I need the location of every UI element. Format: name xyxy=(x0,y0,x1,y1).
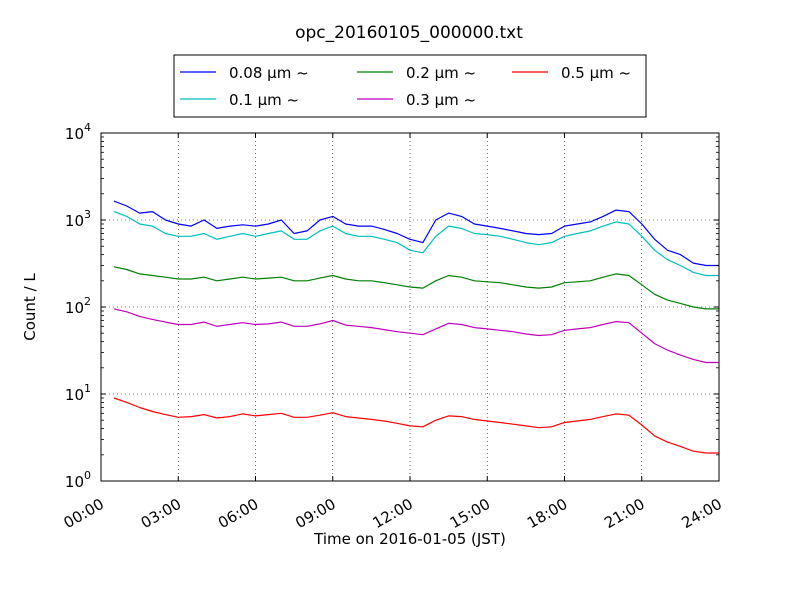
series-line-3 xyxy=(113,308,719,364)
chart-title: opc_20160105_000000.txt xyxy=(295,23,523,43)
legend-label-4: 0.5 μm ~ xyxy=(561,64,631,82)
legend-label-3: 0.3 μm ~ xyxy=(406,91,476,109)
series-line-1 xyxy=(113,211,719,277)
x-axis-label: Time on 2016-01-05 (JST) xyxy=(313,530,506,548)
x-tick-label-8: 24:00 xyxy=(679,495,725,532)
x-tick-label-0: 00:00 xyxy=(61,495,107,532)
axis-ticks xyxy=(100,132,720,482)
x-tick-label-2: 06:00 xyxy=(215,495,261,532)
x-tick-label-1: 03:00 xyxy=(138,495,184,532)
series-line-4 xyxy=(113,397,719,454)
legend-label-1: 0.1 μm ~ xyxy=(229,91,299,109)
y-tick-label-0: 100 xyxy=(65,469,91,491)
legend-label-2: 0.2 μm ~ xyxy=(406,64,476,82)
y-tick-label-4: 104 xyxy=(65,121,91,143)
y-tick-label-1: 101 xyxy=(65,382,91,404)
x-tick-label-4: 12:00 xyxy=(370,495,416,532)
x-tick-label-7: 21:00 xyxy=(601,495,647,532)
x-tick-label-3: 09:00 xyxy=(292,495,338,532)
x-tick-labels: 00:00 03:00 06:00 09:00 12:00 15:00 18:00 21:00… xyxy=(61,495,725,532)
series-lines xyxy=(113,200,719,454)
y-tick-label-3: 103 xyxy=(65,208,91,230)
y-tick-labels: 100 101 102 103 104 xyxy=(65,121,91,491)
series-line-0 xyxy=(113,200,719,267)
legend-label-0: 0.08 μm ~ xyxy=(229,64,309,82)
grid-lines xyxy=(101,133,719,481)
y-axis-label: Count / L xyxy=(21,273,39,341)
legend: 0.08 μm ~ 0.1 μm ~ 0.2 μm ~ 0.3 μm ~ 0.5 μm … xyxy=(173,54,647,118)
x-tick-label-5: 15:00 xyxy=(447,495,493,532)
x-tick-label-6: 18:00 xyxy=(524,495,570,532)
legend-box xyxy=(173,54,647,118)
y-tick-label-2: 102 xyxy=(65,295,91,317)
series-line-2 xyxy=(113,266,719,310)
